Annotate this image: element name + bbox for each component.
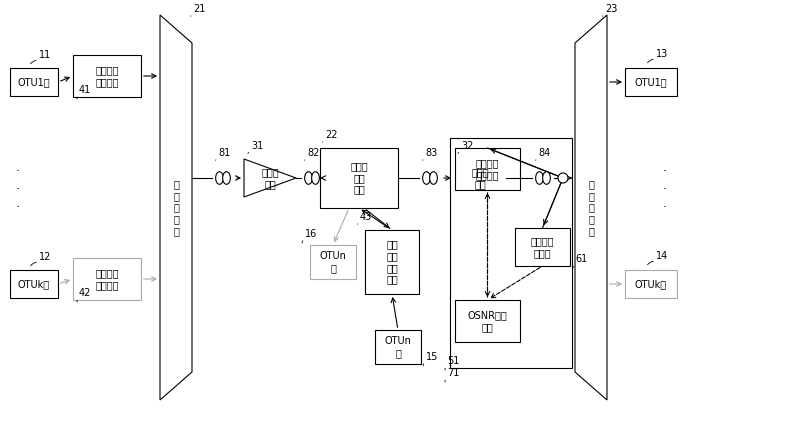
Bar [310, 245, 356, 279]
Text: 51: 51 [447, 356, 459, 366]
Bar [625, 270, 677, 298]
Ellipse shape [542, 171, 550, 184]
Polygon shape [454, 159, 506, 197]
Text: 41: 41 [79, 85, 91, 95]
Text: 14: 14 [656, 251, 668, 261]
Bar [365, 230, 419, 294]
Text: OTUn
发: OTUn 发 [385, 336, 411, 358]
Text: 12: 12 [39, 252, 51, 262]
Polygon shape [575, 15, 607, 400]
Text: 16: 16 [305, 229, 318, 239]
Bar [10, 68, 58, 96]
Text: ·
·
·: · · · [16, 165, 20, 214]
Text: 光
合
波
单
元: 光 合 波 单 元 [173, 179, 179, 236]
Text: 71: 71 [447, 368, 459, 378]
Bar [10, 270, 58, 298]
Bar [625, 68, 677, 96]
Text: 波长标签
加载单元: 波长标签 加载单元 [95, 65, 118, 87]
Text: 21: 21 [193, 4, 206, 14]
Text: OTUn
收: OTUn 收 [319, 251, 346, 273]
Text: 光性能监
测模块: 光性能监 测模块 [530, 236, 554, 258]
Text: 43: 43 [360, 212, 372, 222]
Ellipse shape [222, 171, 230, 184]
Bar [73, 55, 141, 97]
Ellipse shape [312, 171, 319, 184]
Text: OTUk收: OTUk收 [635, 279, 667, 289]
Text: 11: 11 [39, 50, 51, 60]
Bar [455, 300, 520, 342]
Text: 81: 81 [218, 148, 230, 158]
Ellipse shape [305, 171, 312, 184]
Ellipse shape [430, 171, 438, 184]
Text: 波长
标签
加载
单元: 波长 标签 加载 单元 [386, 240, 398, 284]
Ellipse shape [422, 171, 430, 184]
Text: 光
分
波
单
元: 光 分 波 单 元 [588, 179, 594, 236]
Text: 23: 23 [605, 4, 618, 14]
Text: 82: 82 [307, 148, 319, 158]
Text: OTUk发: OTUk发 [18, 279, 50, 289]
Text: 13: 13 [656, 49, 668, 59]
Bar [375, 330, 421, 364]
Ellipse shape [536, 171, 543, 184]
Bar [450, 138, 572, 368]
Bar [515, 228, 570, 266]
Text: OTU1收: OTU1收 [634, 77, 667, 87]
Text: 光放大
单元: 光放大 单元 [471, 167, 489, 189]
Text: 61: 61 [575, 254, 587, 264]
Circle shape [558, 173, 568, 183]
Polygon shape [160, 15, 192, 400]
Bar [320, 148, 398, 208]
Text: 22: 22 [325, 130, 338, 140]
Text: 光放大
单元: 光放大 单元 [261, 167, 279, 189]
Text: ·
·
·: · · · [663, 165, 667, 214]
Polygon shape [244, 159, 296, 197]
Bar [455, 148, 520, 190]
Text: 84: 84 [538, 148, 550, 158]
Text: 42: 42 [79, 288, 91, 298]
Text: 光分插
复用
单元: 光分插 复用 单元 [350, 161, 368, 194]
Bar [73, 258, 141, 300]
Text: OTU1发: OTU1发 [18, 77, 50, 87]
Text: 83: 83 [425, 148, 438, 158]
Text: 波长标签
分析单元: 波长标签 分析单元 [476, 158, 499, 180]
Text: 波长标签
加载单元: 波长标签 加载单元 [95, 268, 118, 290]
Text: 32: 32 [461, 141, 474, 151]
Ellipse shape [216, 171, 223, 184]
Text: 31: 31 [251, 141, 263, 151]
Text: 15: 15 [426, 352, 438, 362]
Text: OSNR计算
单元: OSNR计算 单元 [468, 310, 507, 332]
